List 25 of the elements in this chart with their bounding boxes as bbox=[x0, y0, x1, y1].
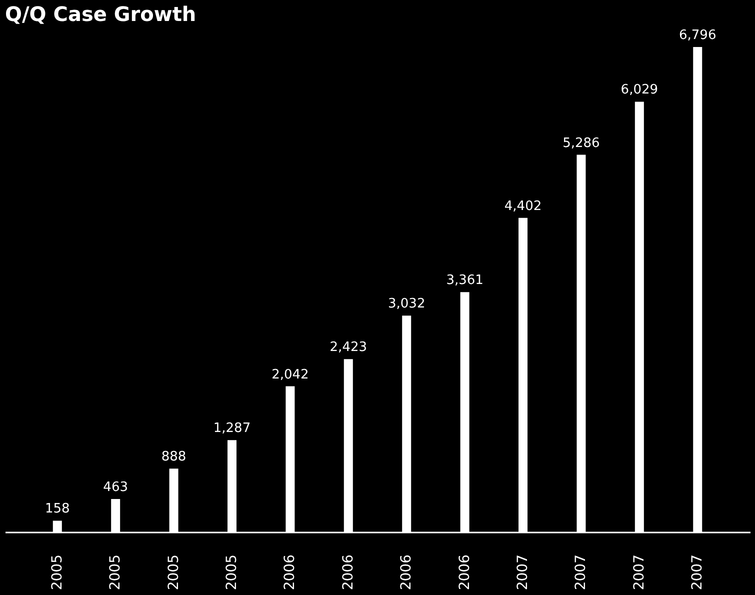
data-label: 463 bbox=[103, 480, 128, 495]
x-tick-label: 2006 bbox=[398, 554, 415, 590]
data-label: 888 bbox=[161, 450, 186, 465]
data-label: 158 bbox=[44, 502, 70, 517]
data-label: 5,286 bbox=[562, 136, 600, 151]
data-label: 2,042 bbox=[272, 367, 309, 382]
x-tick-label: 2005 bbox=[166, 554, 182, 590]
data-label: 3,361 bbox=[446, 273, 484, 288]
x-tick-label: 2007 bbox=[631, 554, 648, 590]
data-label: 1,287 bbox=[213, 421, 251, 436]
x-tick-label: 2005 bbox=[224, 554, 240, 590]
x-tick-label: 2005 bbox=[108, 554, 124, 590]
data-label: 6,029 bbox=[620, 82, 658, 98]
chart-title: Q/Q Case Growth bbox=[5, 2, 196, 26]
x-tick-label: 2006 bbox=[340, 554, 356, 590]
x-tick-label: 2007 bbox=[690, 554, 706, 590]
x-tick-label: 2007 bbox=[515, 554, 532, 590]
x-tick-label: 2006 bbox=[456, 554, 473, 590]
data-label: 4,402 bbox=[504, 198, 542, 214]
data-label: 2,423 bbox=[330, 340, 368, 356]
x-tick-label: 2006 bbox=[282, 554, 298, 590]
data-label: 3,032 bbox=[388, 296, 426, 312]
data-label: 6,796 bbox=[679, 28, 716, 43]
x-tick-label: 2005 bbox=[49, 554, 66, 590]
x-tick-label: 2007 bbox=[573, 554, 590, 590]
